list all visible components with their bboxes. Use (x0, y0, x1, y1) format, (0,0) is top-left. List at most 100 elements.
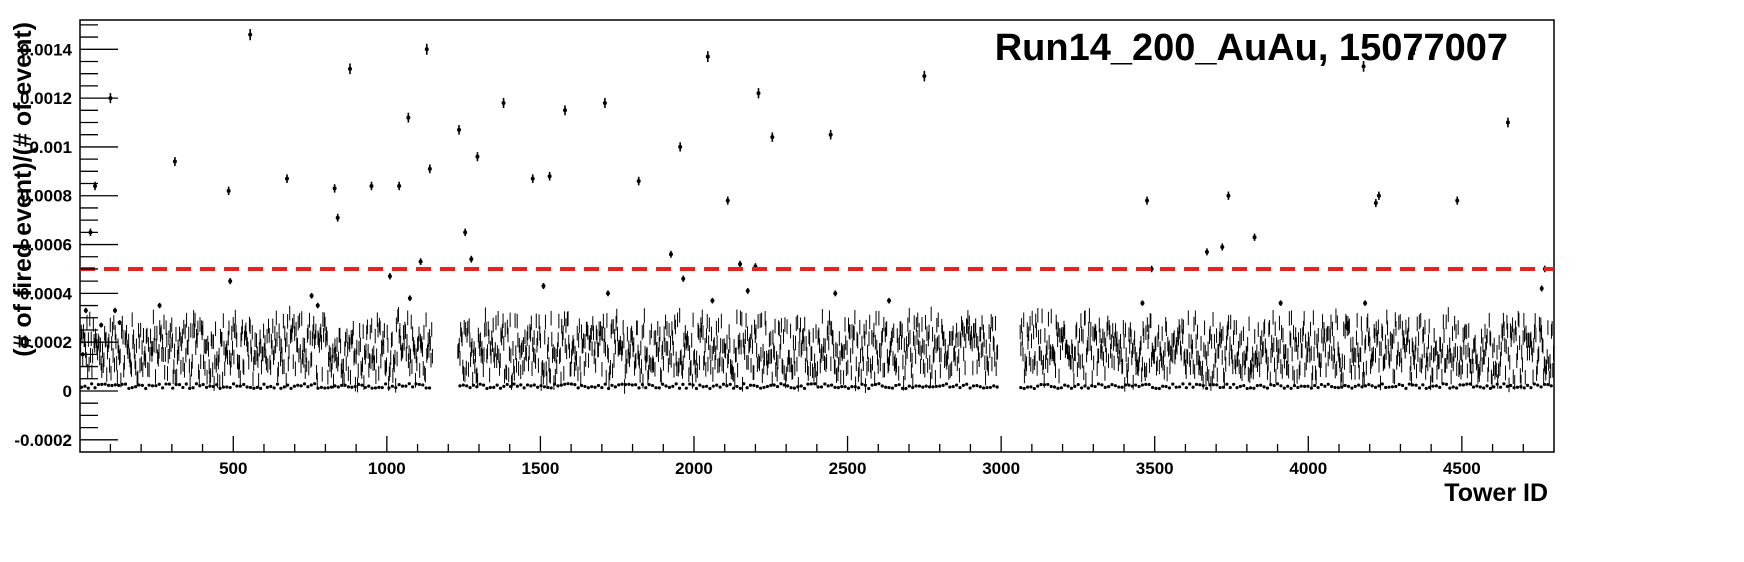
data-point (265, 385, 269, 389)
data-point (745, 288, 750, 293)
data-point (640, 382, 644, 387)
data-point (1353, 384, 1357, 388)
data-point (235, 384, 239, 388)
data-point (786, 384, 790, 388)
data-point (387, 274, 392, 279)
data-point (668, 252, 673, 257)
data-point (1103, 385, 1107, 389)
data-point (1512, 386, 1516, 390)
data-point (823, 382, 827, 386)
data-point (332, 186, 337, 191)
data-point (1475, 384, 1479, 388)
data-point (860, 382, 864, 386)
data-point (1492, 385, 1496, 389)
data-point (1471, 385, 1476, 389)
data-point (1174, 385, 1178, 389)
data-point (1238, 384, 1243, 388)
data-point (130, 386, 134, 390)
outlier-points-layer (80, 29, 1547, 357)
data-point (725, 198, 730, 203)
data-point (1076, 382, 1080, 387)
y-tick-label: -0.0002 (14, 431, 72, 450)
data-point (1259, 383, 1263, 387)
data-point (853, 385, 857, 389)
data-point (1306, 384, 1310, 388)
x-axis-ticks: 500 1000 1500 2000 2500 3000 3500 4000 4500 (109, 436, 1524, 478)
data-point (1252, 386, 1256, 390)
data-point (406, 115, 411, 120)
data-point (1036, 384, 1040, 388)
data-point (103, 382, 107, 386)
data-point (1042, 383, 1047, 387)
data-point (117, 383, 121, 387)
data-point (1086, 386, 1090, 390)
data-point (745, 386, 749, 390)
data-point (1049, 384, 1053, 389)
data-point (1404, 386, 1408, 390)
data-point (924, 384, 928, 388)
data-point (1522, 386, 1526, 390)
data-point (1242, 383, 1246, 388)
data-point (495, 383, 499, 387)
data-point (819, 385, 824, 389)
data-point (353, 384, 357, 389)
data-point (880, 384, 884, 388)
data-point (465, 384, 469, 388)
y-tick-label: 0.0012 (20, 89, 72, 108)
data-point (1441, 382, 1445, 386)
data-point (948, 385, 952, 389)
data-point (492, 385, 496, 389)
data-point (1313, 383, 1317, 388)
data-point (161, 386, 165, 390)
data-point (154, 384, 158, 388)
data-point (1279, 384, 1283, 388)
data-point (677, 386, 682, 390)
data-point (850, 385, 854, 389)
data-point (863, 383, 867, 387)
data-point (525, 383, 530, 387)
data-point (1056, 386, 1060, 391)
data-point (1262, 385, 1266, 389)
data-point (255, 385, 259, 389)
data-point (1177, 385, 1182, 389)
data-point (275, 382, 280, 386)
data-point (1255, 383, 1259, 388)
x-tick-label: 2500 (829, 459, 867, 478)
data-point (711, 384, 715, 388)
y-tick-label: 0 (63, 382, 72, 401)
data-point (346, 385, 351, 389)
data-point (873, 382, 878, 387)
data-point (380, 385, 384, 390)
data-point (1539, 286, 1544, 291)
data-point (1286, 384, 1290, 388)
data-point (1225, 382, 1229, 386)
data-point (637, 386, 641, 390)
data-point (691, 383, 695, 387)
data-point (231, 382, 236, 386)
data-point (610, 383, 614, 387)
data-point (1252, 235, 1257, 240)
data-point (931, 385, 935, 389)
data-point (1215, 383, 1219, 387)
data-point (218, 386, 222, 390)
data-point (1333, 385, 1337, 390)
data-point (644, 386, 648, 390)
data-point (457, 127, 462, 132)
data-point (394, 385, 398, 390)
y-tick-label: 0.0002 (20, 333, 72, 352)
data-point (343, 383, 347, 387)
data-point (1461, 383, 1465, 387)
data-point (1319, 382, 1324, 387)
data-point (198, 384, 202, 388)
data-point (1376, 193, 1381, 198)
data-point (421, 383, 425, 387)
data-point (927, 385, 932, 389)
data-point (1465, 382, 1469, 386)
data-point (215, 383, 219, 387)
data-point (390, 384, 394, 388)
data-point (201, 382, 205, 387)
x-tick-label: 4500 (1443, 459, 1481, 478)
data-point (1505, 120, 1510, 125)
data-point (728, 382, 732, 386)
data-point (1400, 383, 1405, 388)
